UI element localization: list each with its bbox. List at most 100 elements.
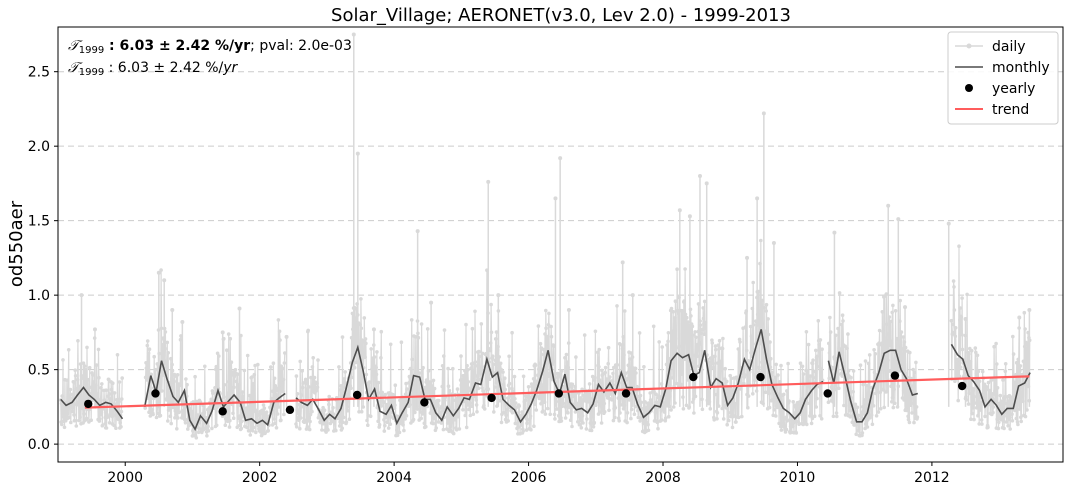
daily-point <box>1004 401 1008 406</box>
daily-point <box>816 364 820 369</box>
daily-point <box>81 361 86 366</box>
daily-point <box>383 392 388 397</box>
y-tick-label: 0.0 <box>28 437 50 453</box>
daily-point <box>715 417 719 421</box>
daily-point <box>757 365 761 370</box>
daily-point <box>180 409 184 413</box>
daily-point <box>674 381 679 386</box>
daily-point <box>966 402 971 406</box>
daily-point <box>669 306 674 311</box>
daily-point <box>539 401 543 406</box>
daily-point <box>242 368 247 373</box>
daily-point <box>493 358 498 363</box>
daily-point <box>510 386 514 391</box>
daily-point <box>154 381 158 385</box>
annotation-line-2: 𝒯1999 : 6.03 ± 2.42 %/yr <box>68 60 239 78</box>
daily-point <box>302 405 306 409</box>
daily-point <box>376 380 381 385</box>
daily-point <box>739 387 743 391</box>
daily-point <box>900 362 904 367</box>
daily-spike-point <box>496 293 501 298</box>
daily-point <box>280 386 284 391</box>
daily-point <box>628 357 632 361</box>
daily-point <box>345 404 350 409</box>
daily-point <box>809 421 814 426</box>
daily-point <box>359 409 364 414</box>
daily-point <box>912 420 916 425</box>
daily-point <box>748 324 753 329</box>
daily-point <box>144 366 149 371</box>
daily-point <box>854 432 858 437</box>
daily-point <box>571 392 576 397</box>
y-axis-label: od550aer <box>6 200 27 287</box>
daily-point <box>701 316 706 321</box>
daily-point <box>878 377 882 381</box>
daily-point <box>516 425 521 429</box>
daily-point <box>426 390 430 394</box>
daily-point <box>874 414 879 418</box>
daily-point <box>1014 372 1018 377</box>
daily-point <box>603 365 608 370</box>
daily-point <box>858 363 863 368</box>
daily-point <box>537 395 542 400</box>
daily-point <box>591 425 596 429</box>
daily-point <box>167 399 171 403</box>
daily-point <box>576 404 580 409</box>
daily-point <box>65 378 69 383</box>
daily-point <box>426 369 431 373</box>
daily-point <box>190 409 194 414</box>
daily-point <box>828 315 832 320</box>
daily-point <box>759 302 763 307</box>
daily-point <box>336 407 341 411</box>
daily-point <box>345 408 350 413</box>
daily-point <box>726 418 731 423</box>
daily-point <box>528 414 533 418</box>
daily-point <box>1014 416 1019 421</box>
daily-point <box>464 322 468 327</box>
daily-point <box>457 427 462 431</box>
daily-point <box>437 398 441 403</box>
daily-point <box>501 382 506 387</box>
daily-point <box>751 392 755 396</box>
daily-point <box>280 366 285 371</box>
daily-point <box>882 405 886 410</box>
daily-point <box>810 361 815 366</box>
daily-point <box>881 330 885 334</box>
yearly-point <box>84 399 93 409</box>
yearly-point <box>151 389 160 398</box>
daily-point <box>331 412 336 416</box>
daily-point <box>175 427 179 431</box>
daily-point <box>147 347 152 352</box>
daily-point <box>513 401 518 405</box>
daily-point <box>538 341 543 346</box>
daily-point <box>248 393 252 398</box>
daily-point <box>374 372 379 377</box>
daily-point <box>908 403 913 408</box>
daily-point <box>248 407 253 411</box>
daily-point <box>154 415 159 420</box>
daily-point <box>723 377 727 381</box>
daily-point <box>871 404 876 408</box>
daily-point <box>521 429 525 433</box>
daily-point <box>363 355 367 360</box>
daily-point <box>659 409 663 413</box>
daily-point <box>533 363 538 368</box>
daily-point <box>633 366 638 371</box>
daily-point <box>606 345 611 350</box>
daily-point <box>626 370 631 374</box>
daily-point <box>471 412 476 417</box>
daily-point <box>423 385 427 390</box>
daily-point <box>820 347 824 352</box>
daily-point <box>907 390 911 394</box>
x-tick-label: 2012 <box>914 470 950 486</box>
daily-point <box>667 356 671 361</box>
daily-point <box>522 406 527 411</box>
daily-point <box>769 356 773 361</box>
daily-point <box>555 407 559 411</box>
daily-point <box>969 348 974 353</box>
daily-point <box>662 410 667 414</box>
daily-point <box>377 391 381 395</box>
daily-point <box>99 410 104 415</box>
daily-point <box>597 378 602 382</box>
daily-point <box>262 406 267 411</box>
